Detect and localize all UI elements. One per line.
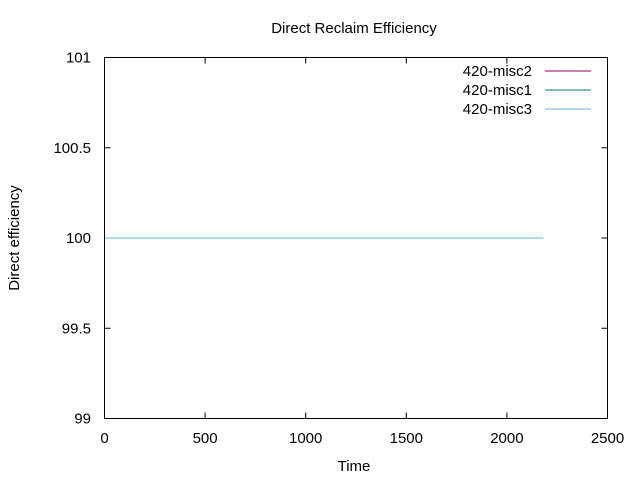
x-tick-label: 1500 [390,430,423,447]
x-tick-label: 2000 [490,430,523,447]
y-tick-label: 101 [66,50,91,67]
chart-title: Direct Reclaim Efficiency [271,20,437,37]
x-tick-label: 1000 [289,430,322,447]
x-tick-label: 2500 [591,430,624,447]
y-axis-label: Direct efficiency [6,185,23,291]
axis-ticks: 0 500 1000 1500 2000 2500 99 99.5 100 100.5 101 [53,50,624,448]
plot-frame [104,57,608,419]
y-tick-label: 99 [74,411,91,428]
y-tick-label: 100.5 [53,140,91,157]
x-tick-label: 500 [193,430,218,447]
y-tick-label: 100 [66,230,91,247]
legend-label: 420-misc2 [463,63,532,80]
legend-label: 420-misc3 [463,101,532,118]
x-tick-label: 0 [100,430,108,447]
legend: 420-misc2 420-misc1 420-misc3 [463,63,591,118]
y-tick-label: 99.5 [62,320,91,337]
x-axis-label: Time [338,458,371,475]
legend-label: 420-misc1 [463,82,532,99]
